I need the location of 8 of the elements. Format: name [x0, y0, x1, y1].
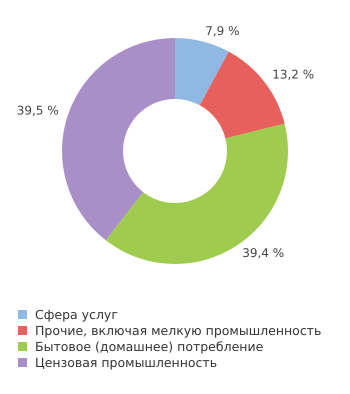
data-label: 7,9 %: [205, 24, 240, 38]
data-label: 13,2 %: [272, 68, 314, 82]
legend-label: Прочие, включая мелкую промышленность: [35, 322, 322, 338]
data-label: 39,5 %: [16, 103, 59, 118]
data-label: 39,4 %: [242, 246, 284, 260]
legend-label: Цензовая промышленность: [35, 354, 218, 370]
legend-label: Сфера услуг: [35, 306, 118, 322]
legend-label: Бытовое (домашнее) потребление: [35, 338, 264, 354]
